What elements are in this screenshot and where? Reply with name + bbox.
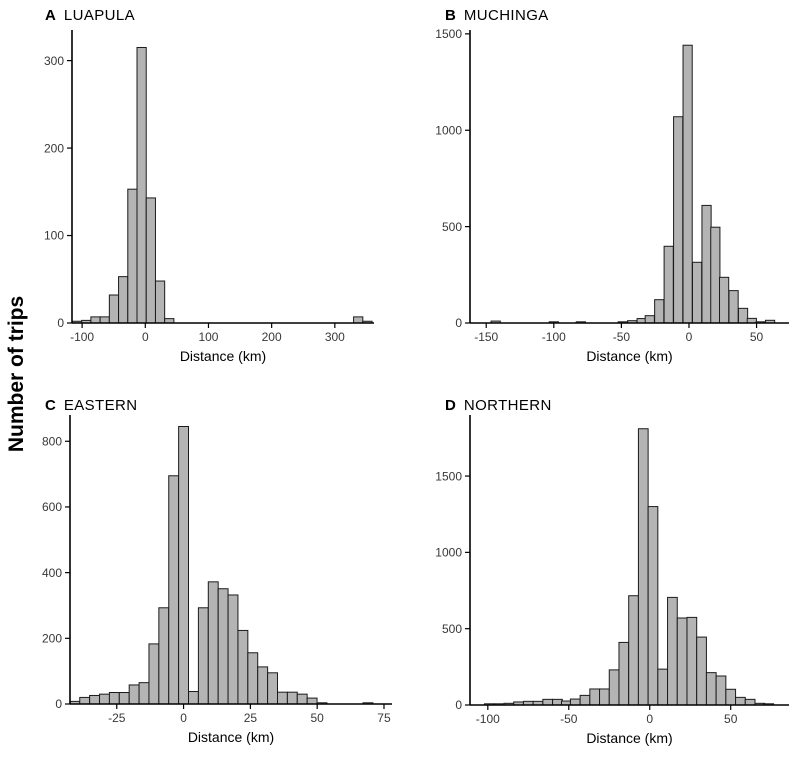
panel-d-region-name: NORTHERN (463, 397, 552, 414)
svg-text:50: 50 (724, 712, 738, 726)
svg-text:1000: 1000 (435, 546, 462, 560)
svg-text:1500: 1500 (435, 469, 462, 483)
svg-text:1000: 1000 (435, 123, 462, 137)
svg-text:-50: -50 (560, 712, 578, 726)
svg-text:0: 0 (455, 316, 462, 330)
panel-c-title: C EASTERN (45, 397, 138, 414)
svg-text:0: 0 (686, 330, 693, 344)
panel-d-letter: D (445, 397, 456, 414)
svg-text:0: 0 (455, 698, 462, 712)
histogram-canvas-d: 0 500 1000 1500 -100 -50 0 50 (435, 415, 789, 726)
svg-text:75: 75 (377, 711, 391, 725)
panel-b-x-axis-label: Distance (km) (586, 348, 673, 364)
svg-text:50: 50 (750, 330, 764, 344)
svg-text:100: 100 (44, 229, 64, 243)
panel-a-luapula: 0 100 200 300 -100 0 100 200 300 A LUAPULA Distan… (0, 0, 400, 391)
svg-text:600: 600 (42, 500, 62, 514)
svg-text:50: 50 (310, 711, 324, 725)
svg-text:0: 0 (55, 697, 62, 711)
svg-text:-100: -100 (476, 712, 500, 726)
panel-b-muchinga: 0 500 1000 1500 -150 -100 -50 0 50 B MUCHINGA Dis… (400, 0, 800, 391)
panel-d-northern: 0 500 1000 1500 -100 -50 0 50 D NORTHERN Distanc… (400, 391, 800, 782)
svg-text:0: 0 (180, 711, 187, 725)
histogram-canvas-c: 0 200 400 600 800 -25 0 25 50 75 (42, 415, 392, 725)
svg-text:400: 400 (42, 566, 62, 580)
svg-text:-150: -150 (474, 330, 498, 344)
svg-text:300: 300 (325, 330, 345, 344)
panel-c-x-axis-label: Distance (km) (187, 729, 275, 745)
svg-text:1500: 1500 (435, 27, 462, 41)
panel-a-title: A LUAPULA (45, 7, 135, 24)
svg-text:0: 0 (646, 712, 653, 726)
svg-text:200: 200 (262, 330, 282, 344)
svg-text:-50: -50 (613, 330, 631, 344)
panel-d-title: D NORTHERN (445, 397, 552, 414)
svg-text:800: 800 (42, 434, 62, 448)
histogram-canvas-b: 0 500 1000 1500 -150 -100 -50 0 50 (435, 27, 789, 344)
svg-text:200: 200 (42, 632, 62, 646)
svg-text:-100: -100 (542, 330, 566, 344)
svg-text:25: 25 (244, 711, 258, 725)
panel-b-region-name: MUCHINGA (463, 7, 549, 24)
panel-b-title: B MUCHINGA (445, 7, 549, 24)
histogram-canvas-a: 0 100 200 300 -100 0 100 200 300 (44, 30, 374, 344)
svg-text:0: 0 (57, 316, 64, 330)
svg-text:0: 0 (142, 330, 149, 344)
svg-text:100: 100 (198, 330, 218, 344)
svg-text:200: 200 (44, 141, 64, 155)
svg-text:300: 300 (44, 54, 64, 68)
panel-c-region-name: EASTERN (63, 397, 138, 414)
panel-d-x-axis-label: Distance (km) (586, 730, 673, 746)
panel-c-letter: C (45, 397, 56, 414)
svg-text:500: 500 (442, 622, 462, 636)
panel-b-letter: B (445, 7, 456, 24)
svg-text:-100: -100 (70, 330, 94, 344)
panel-a-region-name: LUAPULA (63, 7, 136, 24)
panel-c-eastern: 0 200 400 600 800 -25 0 25 50 75 C EASTERN Distanc… (0, 391, 400, 782)
svg-text:500: 500 (442, 220, 462, 234)
panel-a-x-axis-label: Distance (km) (179, 348, 267, 364)
panel-a-letter: A (45, 7, 56, 24)
svg-text:-25: -25 (108, 711, 126, 725)
